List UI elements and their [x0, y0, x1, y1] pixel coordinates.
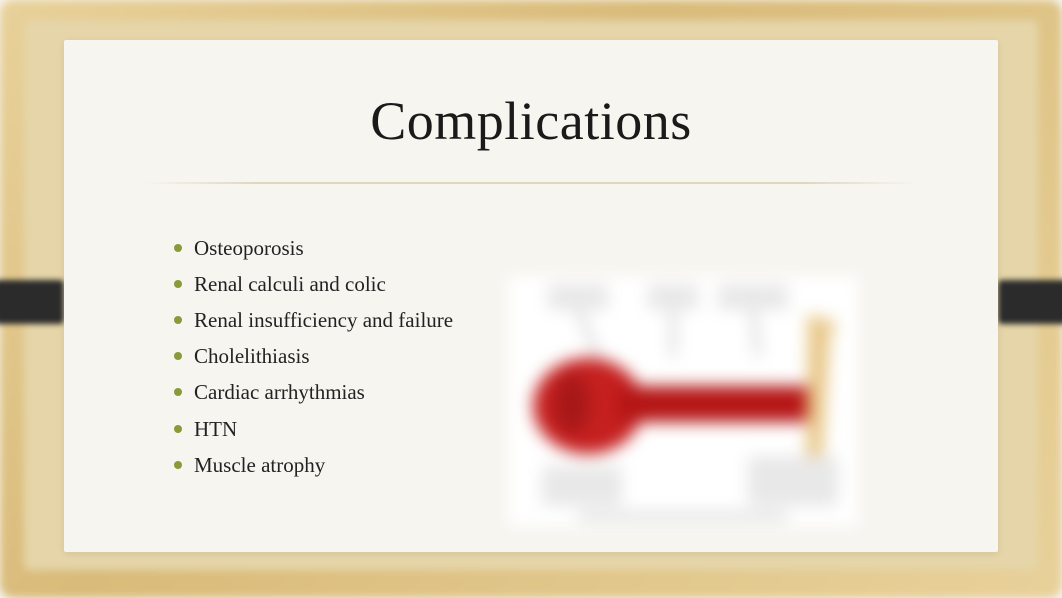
- bullet-text: Cholelithiasis: [194, 338, 310, 374]
- list-item: HTN: [174, 411, 453, 447]
- bullet-text: Muscle atrophy: [194, 447, 325, 483]
- bullet-icon: [174, 316, 182, 324]
- next-slide-tab[interactable]: [998, 280, 1062, 324]
- bullet-icon: [174, 461, 182, 469]
- prev-slide-tab[interactable]: [0, 280, 64, 324]
- bullet-list: Osteoporosis Renal calculi and colic Ren…: [144, 230, 453, 483]
- bullet-text: Cardiac arrhythmias: [194, 374, 365, 410]
- list-item: Muscle atrophy: [174, 447, 453, 483]
- bullet-text: Osteoporosis: [194, 230, 304, 266]
- bullet-text: HTN: [194, 411, 237, 447]
- bullet-icon: [174, 352, 182, 360]
- bullet-text: Renal calculi and colic: [194, 266, 386, 302]
- slide-title: Complications: [144, 90, 918, 152]
- title-divider: [144, 182, 918, 184]
- slide-body: Complications Osteoporosis Renal calculi…: [64, 40, 998, 552]
- bullet-icon: [174, 388, 182, 396]
- list-item: Cardiac arrhythmias: [174, 374, 453, 410]
- bullet-icon: [174, 244, 182, 252]
- list-item: Osteoporosis: [174, 230, 453, 266]
- bullet-icon: [174, 425, 182, 433]
- bullet-icon: [174, 280, 182, 288]
- bullet-text: Renal insufficiency and failure: [194, 302, 453, 338]
- list-item: Cholelithiasis: [174, 338, 453, 374]
- list-item: Renal insufficiency and failure: [174, 302, 453, 338]
- anatomy-diagram: [508, 276, 858, 526]
- list-item: Renal calculi and colic: [174, 266, 453, 302]
